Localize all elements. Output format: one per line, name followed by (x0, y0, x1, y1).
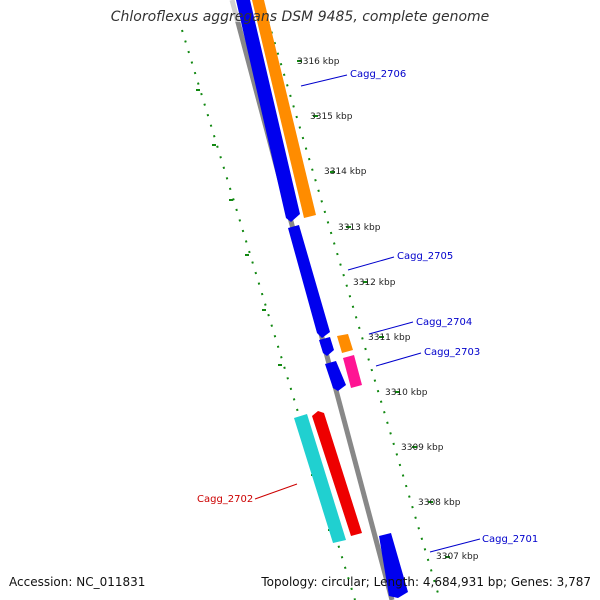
reverse-genes (236, 0, 362, 543)
gene-cagg-2704 (319, 337, 334, 356)
scale-labels: 3316 kbp 3315 kbp 3314 kbp 3313 kbp 3312… (297, 57, 479, 562)
outer-ruler (261, 0, 450, 600)
gene-labels: Cagg_2706 Cagg_2705 Cagg_2704 Cagg_2703 … (197, 69, 538, 545)
scale-label-3313: 3313 kbp (338, 223, 381, 233)
gene-cagg-2705 (288, 225, 330, 338)
gene-blue-top (236, 0, 300, 222)
label-leaders (254, 74, 481, 553)
forward-genes (252, 0, 408, 598)
scale-label-3314: 3314 kbp (324, 167, 367, 177)
gene-label-cagg-2702[interactable]: Cagg_2702 (197, 494, 253, 505)
scale-label-3312: 3312 kbp (353, 278, 396, 288)
scale-label-3309: 3309 kbp (401, 443, 444, 453)
gene-label-cagg-2706[interactable]: Cagg_2706 (350, 69, 406, 80)
gene-cagg-2701 (379, 533, 408, 598)
gene-label-cagg-2704[interactable]: Cagg_2704 (416, 317, 472, 328)
scale-label-3310: 3310 kbp (385, 388, 428, 398)
gene-label-cagg-2701[interactable]: Cagg_2701 (482, 534, 538, 545)
scale-label-3307: 3307 kbp (436, 552, 479, 562)
gene-blue-mid (325, 361, 346, 391)
genome-title: Chloroflexus aggregans DSM 9485, complet… (110, 9, 490, 25)
gene-label-cagg-2703[interactable]: Cagg_2703 (424, 347, 480, 358)
gene-cagg-2703 (343, 355, 362, 388)
accession-label: Accession: NC_011831 (9, 575, 146, 589)
genome-info-label: Topology: circular; Length: 4,684,931 bp… (261, 575, 591, 589)
gene-cagg-2702-cyan (294, 414, 346, 543)
scale-label-3311: 3311 kbp (368, 333, 411, 343)
scale-label-3316: 3316 kbp (297, 57, 340, 67)
gene-orange-small (337, 334, 353, 353)
scale-label-3315: 3315 kbp (310, 112, 353, 122)
scale-label-3308: 3308 kbp (418, 498, 461, 508)
gene-cagg-2706 (252, 0, 316, 218)
gene-label-cagg-2705[interactable]: Cagg_2705 (397, 251, 453, 262)
gene-red (312, 411, 362, 536)
